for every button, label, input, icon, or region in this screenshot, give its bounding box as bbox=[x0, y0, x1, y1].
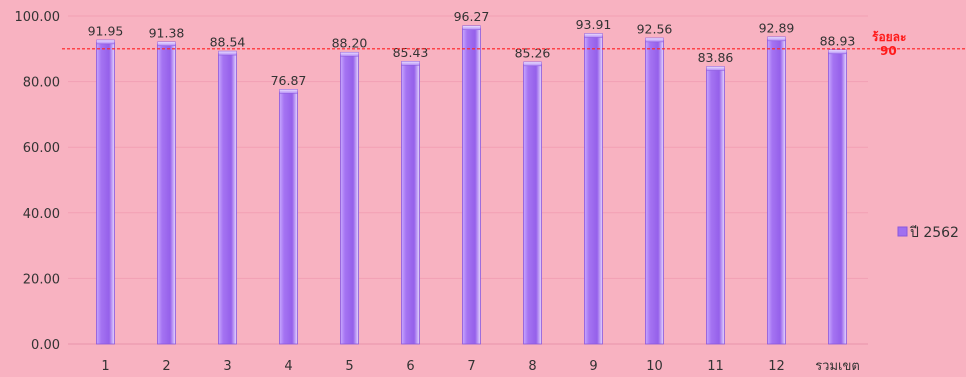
x-axis-tick-labels: 1 2 3 4 5 6 7 8 9 10 11 12 รวมเขต bbox=[101, 359, 859, 374]
bar-cap bbox=[706, 66, 725, 71]
data-label: 91.38 bbox=[149, 25, 185, 40]
y-tick-label: 100.00 bbox=[15, 10, 61, 25]
x-tick-label: 2 bbox=[162, 359, 170, 374]
bar-cap bbox=[767, 36, 786, 42]
data-label: 92.89 bbox=[759, 20, 795, 35]
reference-label-line1: ร้อยละ bbox=[872, 30, 906, 44]
data-label: 96.27 bbox=[454, 9, 490, 24]
bar-cap bbox=[157, 41, 176, 47]
data-label: 76.87 bbox=[271, 73, 307, 88]
bar bbox=[645, 40, 664, 345]
x-tick-label: 3 bbox=[223, 359, 231, 374]
y-tick-label: 20.00 bbox=[23, 272, 60, 287]
x-tick-label: 8 bbox=[528, 359, 536, 374]
bar-cap bbox=[340, 51, 359, 57]
bar bbox=[462, 27, 481, 345]
reference-label-line2: 90 bbox=[880, 44, 897, 58]
bar bbox=[706, 68, 725, 345]
bar-cap bbox=[462, 25, 481, 30]
x-tick-label: รวมเขต bbox=[815, 359, 860, 374]
bar bbox=[767, 38, 786, 345]
y-tick-label: 60.00 bbox=[23, 141, 60, 156]
x-tick-label: 4 bbox=[284, 359, 292, 374]
bar-cap bbox=[96, 39, 115, 45]
bar-cap bbox=[584, 33, 603, 38]
bar-cap bbox=[401, 61, 420, 66]
data-label: 88.54 bbox=[210, 35, 246, 50]
data-label: 92.56 bbox=[637, 21, 673, 36]
bar-cap bbox=[828, 49, 847, 55]
data-label: 88.20 bbox=[332, 36, 368, 51]
bar bbox=[279, 91, 298, 345]
bar bbox=[828, 51, 847, 345]
x-tick-label: 1 bbox=[101, 359, 109, 374]
y-tick-label: 40.00 bbox=[23, 207, 60, 222]
bars bbox=[96, 25, 847, 345]
bar-cap bbox=[523, 61, 542, 67]
x-tick-label: 11 bbox=[707, 359, 724, 374]
y-axis-tick-labels: 0.00 20.00 40.00 60.00 80.00 100.00 bbox=[15, 10, 61, 353]
data-label: 83.86 bbox=[698, 50, 734, 65]
legend-swatch bbox=[897, 226, 908, 237]
data-label: 88.93 bbox=[820, 33, 856, 48]
bar-cap bbox=[218, 50, 237, 56]
bar bbox=[96, 42, 115, 345]
bar-cap bbox=[279, 89, 298, 94]
bar bbox=[157, 43, 176, 345]
bar bbox=[523, 63, 542, 345]
x-tick-label: 7 bbox=[467, 359, 475, 374]
bar bbox=[584, 35, 603, 345]
x-tick-label: 5 bbox=[345, 359, 353, 374]
y-tick-label: 80.00 bbox=[23, 76, 60, 91]
data-labels: 91.95 91.38 88.54 76.87 88.20 85.43 96.27 85.26… bbox=[88, 9, 856, 88]
x-tick-label: 9 bbox=[589, 359, 597, 374]
bar bbox=[218, 53, 237, 345]
bar bbox=[340, 54, 359, 345]
bar bbox=[401, 63, 420, 345]
reference-line-group: ร้อยละ 90 bbox=[62, 30, 966, 58]
data-label: 93.91 bbox=[576, 17, 612, 32]
bar-cap bbox=[645, 37, 664, 43]
y-tick-label: 0.00 bbox=[31, 338, 60, 353]
x-tick-label: 12 bbox=[768, 359, 785, 374]
x-tick-label: 6 bbox=[406, 359, 414, 374]
data-label: 85.43 bbox=[393, 45, 429, 60]
x-tick-label: 10 bbox=[646, 359, 663, 374]
data-label: 85.26 bbox=[515, 45, 551, 60]
legend-label: ปี 2562 bbox=[910, 225, 959, 241]
data-label: 91.95 bbox=[88, 23, 124, 38]
legend: ปี 2562 bbox=[897, 225, 959, 241]
